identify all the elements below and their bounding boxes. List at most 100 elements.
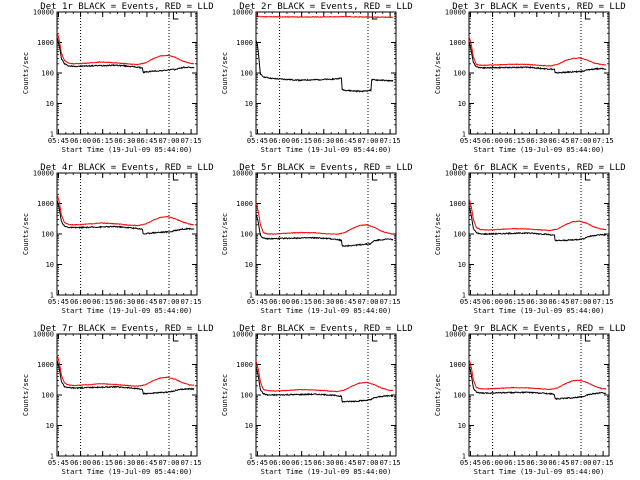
x-axis-label: Start Time (19-Jul-09 05:44:00) bbox=[474, 307, 605, 315]
x-axis-label: Start Time (19-Jul-09 05:44:00) bbox=[62, 307, 193, 315]
x-tick-label: 06:15 bbox=[291, 459, 312, 467]
detector-panel-5: Det 5r BLACK = Events, RED = LLD 1 10 100 10… bbox=[221, 163, 413, 315]
x-tick-label: 06:15 bbox=[504, 137, 525, 145]
y-tick-label: 100 bbox=[453, 392, 466, 400]
y-tick-label: 1 bbox=[50, 131, 54, 139]
series-events-line bbox=[255, 213, 394, 248]
x-tick-label: 06:15 bbox=[291, 298, 312, 306]
x-tick-label: 06:00 bbox=[70, 298, 91, 306]
y-tick-label: 1000 bbox=[37, 200, 54, 208]
y-tick-label: 1 bbox=[462, 131, 466, 139]
y-tick-label: 1000 bbox=[449, 39, 466, 47]
y-tick-label: 10000 bbox=[33, 170, 54, 178]
y-tick-label: 1000 bbox=[236, 200, 253, 208]
x-tick-label: 06:00 bbox=[269, 298, 290, 306]
x-tick-label: 07:00 bbox=[357, 459, 378, 467]
series-events-line bbox=[255, 367, 394, 403]
x-tick-label: 05:45 bbox=[460, 137, 481, 145]
y-axis-label: Counts/sec bbox=[221, 213, 229, 255]
detector-panel-9: Det 9r BLACK = Events, RED = LLD 1 10 100 10… bbox=[434, 324, 626, 476]
x-tick-label: 06:00 bbox=[482, 298, 503, 306]
y-tick-label: 10 bbox=[245, 261, 253, 269]
y-tick-label: 1 bbox=[50, 292, 54, 300]
y-tick-label: 1 bbox=[249, 292, 253, 300]
y-tick-label: 100 bbox=[453, 231, 466, 239]
y-tick-label: 1 bbox=[249, 131, 253, 139]
x-axis-label: Start Time (19-Jul-09 05:44:00) bbox=[474, 146, 605, 154]
x-tick-label: 05:45 bbox=[48, 137, 69, 145]
y-tick-label: 100 bbox=[41, 231, 54, 239]
panel-title: Det 7r BLACK = Events, RED = LLD bbox=[40, 324, 213, 334]
x-tick-label: 07:15 bbox=[593, 459, 614, 467]
detector-panel-6: Det 6r BLACK = Events, RED = LLD 1 10 100 10… bbox=[434, 163, 626, 315]
x-tick-label: 06:45 bbox=[136, 137, 157, 145]
x-tick-label: 06:45 bbox=[335, 298, 356, 306]
x-tick-label: 06:30 bbox=[526, 137, 547, 145]
panel-title: Det 8r BLACK = Events, RED = LLD bbox=[239, 324, 412, 334]
series-lld-line bbox=[56, 194, 195, 227]
interval-marker bbox=[172, 334, 179, 342]
x-tick-label: 06:00 bbox=[482, 137, 503, 145]
x-tick-label: 06:45 bbox=[335, 137, 356, 145]
plot-frame bbox=[56, 11, 198, 135]
y-axis-label: Counts/sec bbox=[22, 213, 30, 255]
y-tick-label: 10 bbox=[458, 100, 466, 108]
y-tick-label: 10000 bbox=[445, 170, 466, 178]
series-events-line bbox=[468, 42, 607, 74]
panel-title: Det 6r BLACK = Events, RED = LLD bbox=[452, 163, 625, 173]
y-axis-label: Counts/sec bbox=[434, 374, 442, 416]
y-tick-label: 10 bbox=[46, 422, 54, 430]
x-tick-label: 07:15 bbox=[380, 459, 401, 467]
x-tick-label: 07:15 bbox=[181, 137, 202, 145]
y-axis-label: Counts/sec bbox=[434, 213, 442, 255]
y-tick-label: 1000 bbox=[37, 39, 54, 47]
x-tick-label: 05:45 bbox=[48, 459, 69, 467]
x-tick-label: 06:00 bbox=[269, 459, 290, 467]
x-tick-label: 06:30 bbox=[313, 137, 334, 145]
y-tick-label: 10000 bbox=[232, 170, 253, 178]
x-tick-label: 06:30 bbox=[114, 298, 135, 306]
x-tick-label: 07:00 bbox=[357, 137, 378, 145]
x-tick-label: 05:45 bbox=[460, 298, 481, 306]
x-tick-label: 05:45 bbox=[247, 298, 268, 306]
x-tick-label: 07:15 bbox=[181, 459, 202, 467]
plot-frame bbox=[56, 172, 198, 296]
x-tick-label: 07:15 bbox=[380, 137, 401, 145]
interval-marker bbox=[371, 334, 378, 342]
y-axis-label: Counts/sec bbox=[221, 374, 229, 416]
y-tick-label: 1000 bbox=[37, 361, 54, 369]
y-tick-label: 10 bbox=[245, 422, 253, 430]
y-axis-label: Counts/sec bbox=[221, 52, 229, 94]
interval-marker bbox=[584, 173, 591, 181]
x-axis-label: Start Time (19-Jul-09 05:44:00) bbox=[261, 468, 392, 476]
x-tick-label: 05:45 bbox=[48, 298, 69, 306]
y-tick-label: 100 bbox=[453, 70, 466, 78]
x-tick-label: 06:00 bbox=[482, 459, 503, 467]
x-tick-label: 05:45 bbox=[247, 137, 268, 145]
x-tick-label: 07:15 bbox=[593, 298, 614, 306]
series-lld-line bbox=[56, 354, 195, 387]
y-tick-label: 100 bbox=[240, 231, 253, 239]
series-events-line bbox=[468, 365, 607, 400]
x-tick-label: 06:45 bbox=[548, 137, 569, 145]
y-tick-label: 10 bbox=[245, 100, 253, 108]
x-axis-label: Start Time (19-Jul-09 05:44:00) bbox=[261, 146, 392, 154]
x-tick-label: 07:15 bbox=[593, 137, 614, 145]
series-events-line bbox=[56, 199, 195, 235]
panel-title: Det 4r BLACK = Events, RED = LLD bbox=[40, 163, 213, 173]
series-lld-line bbox=[468, 197, 607, 232]
panel-title: Det 2r BLACK = Events, RED = LLD bbox=[239, 2, 412, 12]
x-tick-label: 06:45 bbox=[136, 459, 157, 467]
panel-title: Det 3r BLACK = Events, RED = LLD bbox=[452, 2, 625, 12]
x-tick-label: 06:45 bbox=[335, 459, 356, 467]
x-tick-label: 06:30 bbox=[526, 459, 547, 467]
series-lld-line bbox=[255, 360, 394, 393]
x-axis-label: Start Time (19-Jul-09 05:44:00) bbox=[261, 307, 392, 315]
x-tick-label: 06:15 bbox=[504, 459, 525, 467]
y-tick-label: 10000 bbox=[33, 331, 54, 339]
y-tick-label: 1 bbox=[50, 453, 54, 461]
y-tick-label: 10000 bbox=[445, 331, 466, 339]
y-tick-label: 1 bbox=[249, 453, 253, 461]
detector-panel-3: Det 3r BLACK = Events, RED = LLD 1 10 100 10… bbox=[434, 2, 626, 154]
